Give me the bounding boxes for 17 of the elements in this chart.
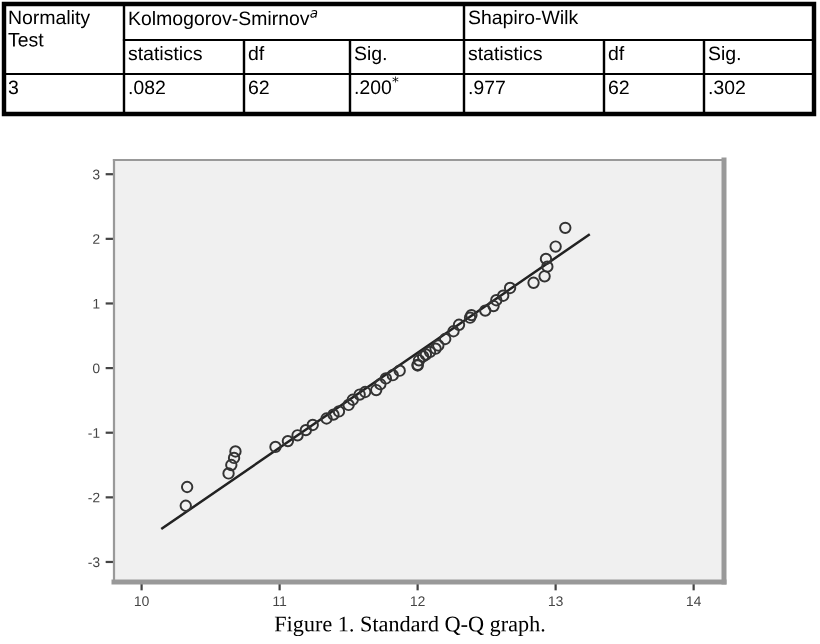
- text: .082: [129, 80, 165, 95]
- text: statistics: [128, 46, 202, 61]
- text: .200$^{*}$: [355, 76, 399, 95]
- text: 62: [248, 80, 269, 95]
- text: df: [248, 46, 265, 61]
- text: 3: [8, 80, 18, 95]
- text: Normality Test: [8, 10, 91, 47]
- text: df: [608, 46, 625, 61]
- text: Sig.: [354, 46, 386, 65]
- text: statistics: [468, 46, 542, 61]
- text: .977: [469, 80, 505, 95]
- caption: Figure 1. Standard Q-Q graph.: [274, 615, 545, 637]
- text: Kolmogorov-Smirnov$^{a}$: [129, 10, 318, 30]
- text: Sig.: [708, 46, 740, 65]
- text: 62: [608, 80, 629, 95]
- text: Shapiro-Wilk: [468, 10, 579, 29]
- text: .302: [709, 80, 745, 95]
